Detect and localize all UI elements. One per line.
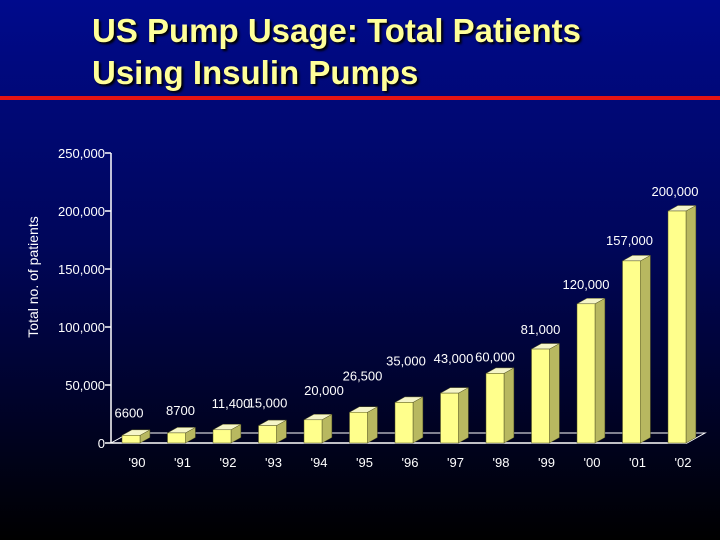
x-tick-label: '99 (538, 455, 555, 470)
data-label: 20,000 (304, 383, 344, 398)
bar-side (412, 396, 424, 444)
x-tick-label: '92 (220, 455, 237, 470)
data-label: 81,000 (521, 322, 561, 337)
data-label: 43,000 (434, 351, 474, 366)
data-label: 60,000 (475, 349, 515, 364)
data-label: 35,000 (386, 353, 426, 368)
bar (166, 426, 197, 444)
bar-front (394, 402, 414, 444)
bar-front (349, 412, 368, 444)
title-line-1: US Pump Usage: Total Patients (92, 12, 581, 49)
x-tick-label: '95 (356, 455, 373, 470)
data-label: 8700 (166, 403, 195, 418)
data-label: 15,000 (248, 396, 288, 411)
bar (621, 254, 652, 444)
bar-front (440, 392, 459, 444)
bar-front (167, 432, 186, 444)
bar (530, 343, 561, 444)
bar-front (303, 419, 323, 444)
bar (121, 429, 151, 444)
chart-labels: 0 50,000 100,000 150,000 200,000 250,000 '90 66… (58, 146, 699, 470)
x-tick-label: '98 (493, 455, 510, 470)
data-label: 157,000 (606, 233, 653, 248)
bar-side (549, 343, 560, 444)
data-label: 120,000 (563, 277, 610, 292)
bar-front (485, 373, 505, 444)
x-tick-label: '97 (447, 455, 464, 470)
x-tick-label: '91 (174, 455, 191, 470)
x-tick-label: '90 (129, 455, 146, 470)
y-tick-label: 200,000 (58, 204, 105, 219)
bar-front (531, 348, 550, 444)
bar (576, 297, 606, 444)
bar-front (622, 260, 641, 444)
bar (212, 423, 242, 444)
data-label: 11,400 (212, 396, 251, 411)
data-label: 6600 (115, 405, 144, 420)
bar-front (576, 303, 596, 444)
bar-side (640, 254, 651, 444)
bar-side (367, 406, 378, 444)
y-tick-label: 150,000 (58, 262, 105, 277)
bar-side (685, 205, 697, 444)
bar (439, 387, 470, 444)
x-tick-label: '02 (675, 455, 692, 470)
bar (394, 396, 424, 444)
bar-side (503, 367, 515, 444)
bar (485, 367, 515, 444)
title-line-2: Using Insulin Pumps (92, 54, 419, 91)
bar (348, 406, 379, 444)
chart-title: US Pump Usage: Total Patients Using Insu… (92, 10, 692, 94)
bar-front (212, 429, 232, 444)
y-tick-label: 0 (98, 436, 105, 451)
y-tick-label: 250,000 (58, 146, 105, 161)
title-divider (0, 96, 720, 100)
bar-front (667, 210, 687, 444)
bar-side (594, 297, 606, 444)
x-tick-label: '01 (629, 455, 646, 470)
bar-side (458, 387, 469, 444)
bar (257, 419, 288, 444)
bar (303, 413, 333, 444)
bar-front (258, 425, 277, 444)
x-tick-label: '00 (584, 455, 601, 470)
x-tick-label: '94 (311, 455, 328, 470)
chart-bars (121, 205, 697, 444)
y-axis-title: Total no. of patients (25, 216, 41, 337)
y-tick-label: 100,000 (58, 320, 105, 335)
x-tick-label: '93 (265, 455, 282, 470)
x-tick-label: '96 (402, 455, 419, 470)
data-label: 26,500 (343, 368, 383, 383)
y-tick-label: 50,000 (65, 378, 105, 393)
bar-front (121, 435, 141, 444)
data-label: 200,000 (652, 184, 699, 199)
bar (667, 205, 697, 444)
